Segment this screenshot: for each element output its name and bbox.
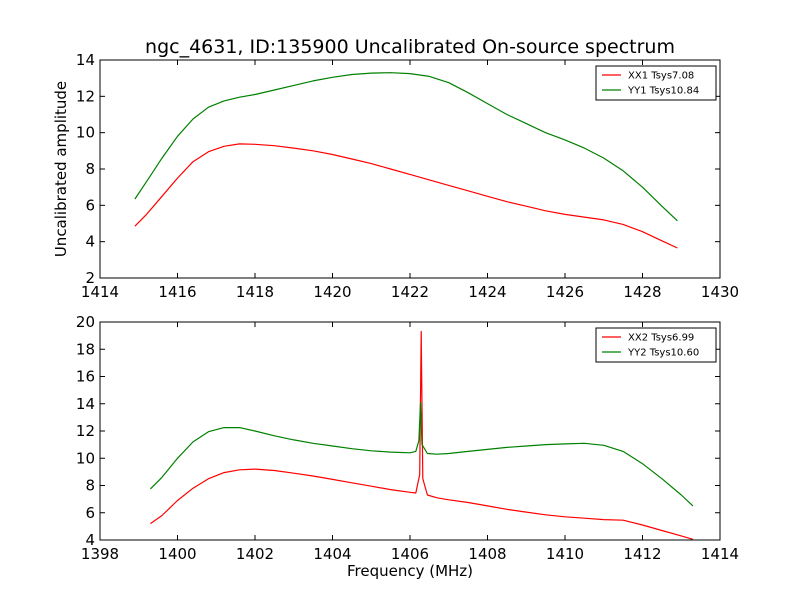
x-tick-label: 1410 (546, 545, 584, 563)
legend-entry: YY2 Tsys10.60 (627, 348, 699, 359)
y-tick-label: 18 (76, 340, 95, 358)
x-tick-label: 1416 (158, 283, 196, 301)
y-axis-label: Uncalibrated amplitude (52, 81, 70, 257)
legend-entry: YY1 Tsys10.84 (627, 86, 699, 97)
x-tick-label: 1422 (391, 283, 429, 301)
x-tick-label: 1404 (313, 545, 351, 563)
y-tick-label: 8 (85, 477, 95, 495)
y-tick-label: 12 (76, 87, 95, 105)
x-tick-label: 1426 (546, 283, 584, 301)
x-tick-label: 1414 (81, 283, 119, 301)
y-tick-label: 10 (76, 449, 95, 467)
x-tick-label: 1402 (236, 545, 274, 563)
x-tick-label: 1412 (623, 545, 661, 563)
x-tick-label: 1414 (701, 545, 739, 563)
series-line-2-2 (149, 401, 694, 507)
chart-title: ngc_4631, ID:135900 Uncalibrated On-sour… (145, 36, 675, 58)
legend: XX2 Tsys6.99 YY2 Tsys10.60 (595, 327, 717, 363)
x-tick-label: 1418 (236, 283, 274, 301)
y-tick-label: 2 (85, 269, 95, 287)
y-tick-label: 8 (85, 160, 95, 178)
x-tick-label: 1430 (701, 283, 739, 301)
y-tick-label: 6 (85, 196, 95, 214)
x-tick-label: 1428 (623, 283, 661, 301)
legend-box (595, 65, 717, 101)
x-tick-label: 1424 (468, 283, 506, 301)
bottom-panel: 1398 1400 1402 1404 1406 1408 1410 1412 14144681… (76, 313, 739, 563)
x-tick-label: 1400 (158, 545, 196, 563)
y-tick-label: 12 (76, 422, 95, 440)
y-tick-label: 4 (85, 233, 95, 251)
legend-box (595, 327, 717, 363)
y-tick-label: 20 (76, 313, 95, 331)
y-tick-label: 14 (76, 395, 95, 413)
y-tick-label: 14 (76, 51, 95, 69)
legend-entry: XX1 Tsys7.08 (628, 71, 694, 82)
x-tick-label: 1408 (468, 545, 506, 563)
y-tick-label: 10 (76, 124, 95, 142)
x-tick-label: 1420 (313, 283, 351, 301)
y-tick-label: 6 (85, 504, 95, 522)
x-tick-label: 1406 (391, 545, 429, 563)
y-tick-label: 4 (85, 531, 95, 549)
series-line-1-2 (134, 72, 678, 222)
legend: XX1 Tsys7.08 YY1 Tsys10.84 (595, 65, 717, 101)
top-panel: 1414 1416 1418 1420 1422 1424 1426 1428 1430 2 4 6 8… (76, 51, 739, 301)
y-tick-label: 16 (76, 368, 95, 386)
x-axis-label: Frequency (MHz) (347, 562, 473, 580)
series-line-1-1 (134, 143, 678, 249)
legend-entry: XX2 Tsys6.99 (628, 333, 694, 344)
x-tick-label: 1398 (81, 545, 119, 563)
